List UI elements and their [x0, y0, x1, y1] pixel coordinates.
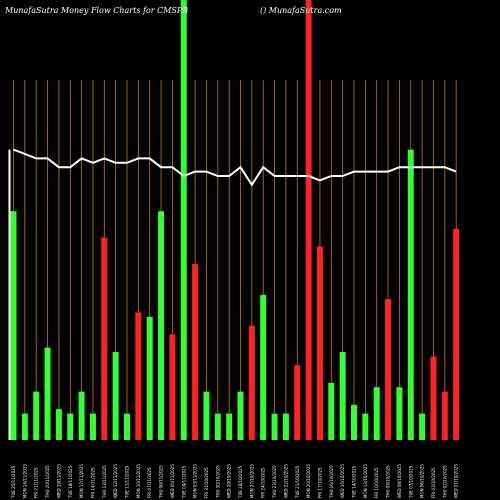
x-tick-label: WED 05/11/2025: [170, 464, 175, 498]
x-tick-label: TUE 04/11/2025: [181, 465, 186, 499]
tick-labels-group: TUE 25/11/2025 MON 24/11/2025 FRI 21/11/20…: [11, 464, 459, 499]
bar-down: [135, 312, 142, 440]
x-tick-label: WED 01/10/2025: [454, 464, 459, 498]
bars-group: [10, 0, 460, 440]
bar-down: [192, 264, 199, 440]
bar-up: [158, 211, 165, 440]
x-tick-label: WED 19/11/2025: [56, 464, 61, 498]
x-tick-label: THU 23/10/2025: [272, 465, 277, 499]
x-tick-label: FRI 31/10/2025: [204, 467, 209, 498]
x-tick-label: TUE 18/11/2025: [68, 465, 73, 499]
x-tick-label: THU 30/10/2025: [215, 465, 220, 499]
bar-down: [305, 0, 312, 440]
bar-down: [430, 356, 437, 440]
x-tick-label: THU 06/11/2025: [159, 465, 164, 499]
chart-source: () MunafaSutra.com: [260, 6, 342, 15]
bar-down: [248, 325, 255, 440]
bar-down: [101, 237, 108, 440]
bar-up: [10, 211, 17, 440]
money-flow-line: [13, 148, 457, 187]
x-tick-label: MON 20/10/2025: [306, 464, 311, 498]
bar-down: [385, 299, 392, 440]
bar-up: [214, 413, 221, 440]
x-tick-label: TUE 11/11/2025: [125, 465, 130, 499]
x-tick-label: TUE 07/10/2025: [408, 465, 413, 499]
bar-up: [55, 409, 62, 440]
x-tick-label: MON 24/11/2025: [22, 464, 27, 498]
bar-up: [180, 0, 187, 440]
bar-up: [33, 391, 40, 440]
x-tick-label: TUE 28/10/2025: [238, 465, 243, 499]
x-tick-label: FRI 07/11/2025: [147, 467, 152, 498]
bar-up: [328, 382, 335, 440]
bar-up: [282, 413, 289, 440]
x-tick-label: FRI 10/10/2025: [374, 467, 379, 498]
x-tick-label: MON 03/11/2025: [193, 464, 198, 498]
bar-up: [419, 413, 426, 440]
bar-up: [112, 352, 119, 440]
x-tick-label: WED 29/10/2025: [227, 464, 232, 498]
bar-up: [373, 387, 380, 440]
x-tick-label: WED 08/10/2025: [397, 464, 402, 498]
line-group: [8, 148, 457, 440]
bar-down: [441, 391, 448, 440]
bar-up: [44, 347, 51, 440]
x-tick-label: MON 06/10/2025: [420, 464, 425, 498]
x-tick-label: WED 15/10/2025: [340, 464, 345, 498]
bar-up: [203, 391, 210, 440]
bar-up: [146, 316, 153, 440]
chart-title: MunafaSutra Money Flow Charts for CMSPB: [4, 6, 188, 15]
x-tick-label: THU 20/11/2025: [45, 465, 50, 499]
x-tick-label: THU 16/10/2025: [329, 465, 334, 499]
x-tick-label: MON 17/11/2025: [79, 464, 84, 498]
x-tick-label: TUE 25/11/2025: [11, 465, 16, 499]
bar-down: [316, 246, 323, 440]
bar-down: [294, 365, 301, 440]
bar-up: [237, 391, 244, 440]
x-tick-label: THU 02/10/2025: [442, 465, 447, 499]
bar-up: [339, 352, 346, 440]
x-tick-label: FRI 24/10/2025: [261, 467, 266, 498]
bar-up: [67, 413, 74, 440]
x-tick-label: FRI 17/10/2025: [317, 467, 322, 498]
x-tick-label: FRI 21/11/2025: [34, 467, 39, 498]
bar-up: [226, 413, 233, 440]
x-tick-label: THU 13/11/2025: [102, 465, 107, 499]
bar-up: [78, 391, 85, 440]
x-tick-label: MON 27/10/2025: [249, 464, 254, 498]
bar-up: [89, 413, 96, 440]
x-tick-label: WED 12/11/2025: [113, 464, 118, 498]
x-tick-label: MON 10/11/2025: [136, 464, 141, 498]
x-tick-label: MON 13/10/2025: [363, 464, 368, 498]
x-tick-label: TUE 14/10/2025: [352, 465, 357, 499]
x-tick-label: WED 22/10/2025: [283, 464, 288, 498]
x-tick-label: TUE 21/10/2025: [295, 465, 300, 499]
bar-up: [124, 413, 130, 440]
bar-down: [453, 228, 460, 440]
bar-up: [362, 413, 369, 440]
bar-up: [271, 413, 278, 440]
x-tick-label: THU 09/10/2025: [386, 465, 391, 499]
bar-up: [21, 413, 28, 440]
bar-up: [407, 149, 414, 440]
bar-up: [396, 387, 403, 440]
x-tick-label: FRI 14/11/2025: [90, 467, 95, 498]
x-tick-label: FRI 03/10/2025: [431, 467, 436, 498]
bar-up: [351, 404, 357, 440]
bar-up: [260, 294, 267, 440]
bar-down: [169, 334, 176, 440]
